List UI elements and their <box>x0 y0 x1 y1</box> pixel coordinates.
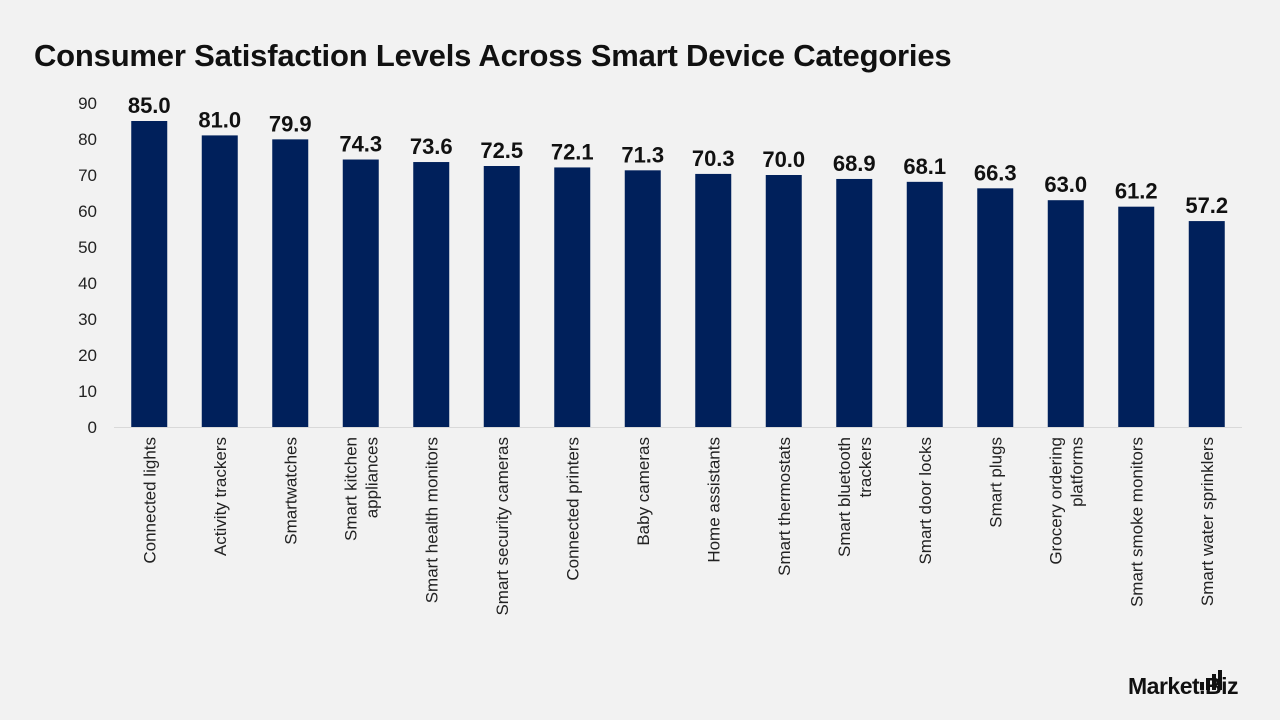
data-label: 68.1 <box>903 154 946 179</box>
x-tick-label-line: Smart smoke monitors <box>1127 437 1146 607</box>
y-tick-label: 60 <box>78 202 97 221</box>
data-label: 61.2 <box>1115 179 1158 204</box>
data-label: 79.9 <box>269 111 312 136</box>
x-tick-label: Connected printers <box>563 437 582 581</box>
y-tick-label: 50 <box>78 238 97 257</box>
x-tick-label-line: Smart bluetooth <box>835 437 854 557</box>
x-tick-label: Smart plugs <box>986 437 1005 528</box>
x-tick-label-line: Baby cameras <box>634 437 653 546</box>
x-tick-label: Baby cameras <box>634 437 653 546</box>
x-tick-label-line: Smart security cameras <box>493 437 512 616</box>
x-tick-label: Activity trackers <box>211 437 230 556</box>
bar <box>977 188 1014 427</box>
x-tick-label-line: Connected printers <box>563 437 582 581</box>
data-label: 57.2 <box>1185 193 1228 218</box>
bar <box>1188 221 1225 427</box>
data-label: 63.0 <box>1044 172 1087 197</box>
bar <box>201 135 238 427</box>
bar <box>695 173 732 427</box>
data-label: 73.6 <box>410 134 453 159</box>
y-tick-label: 70 <box>78 166 97 185</box>
x-tick-label: Smart health monitors <box>422 437 441 603</box>
bar <box>413 162 450 428</box>
bar <box>624 170 661 427</box>
data-label: 70.3 <box>692 146 735 171</box>
data-label: 72.1 <box>551 139 594 164</box>
data-label: 85.0 <box>128 93 171 118</box>
x-tick-label: Smart security cameras <box>493 437 512 616</box>
y-tick-label: 10 <box>78 382 97 401</box>
x-tick-label-line: appliances <box>362 437 381 518</box>
bar <box>906 181 943 427</box>
data-label: 81.0 <box>198 107 241 132</box>
x-tick-label-line: Smartwatches <box>281 437 300 545</box>
bar <box>1047 200 1084 427</box>
x-tick-label-line: Grocery ordering <box>1046 437 1065 565</box>
x-tick-label: Smart kitchen appliances <box>341 437 381 541</box>
brand-logo: Market.Biz <box>1128 668 1260 708</box>
x-tick-label-line: platforms <box>1067 437 1086 507</box>
x-tick-label: Smart water sprinklers <box>1198 437 1217 606</box>
bar <box>765 175 802 427</box>
bar <box>131 121 168 427</box>
x-tick-label-line: Smart water sprinklers <box>1198 437 1217 606</box>
x-tick-label-line: Smart kitchen <box>341 437 360 541</box>
bar <box>1118 206 1155 427</box>
x-tick-label: Smart door locks <box>916 437 935 565</box>
x-tick-label: Smart bluetooth trackers <box>835 437 875 557</box>
x-tick-label-line: Connected lights <box>140 437 159 564</box>
logo-bars-icon <box>1200 668 1234 690</box>
y-tick-label: 0 <box>88 418 97 437</box>
data-label: 70.0 <box>762 147 805 172</box>
data-label: 68.9 <box>833 151 876 176</box>
y-tick-label: 80 <box>78 130 97 149</box>
data-label: 66.3 <box>974 160 1017 185</box>
data-label: 72.5 <box>480 138 523 163</box>
x-tick-label-line: Home assistants <box>704 437 723 563</box>
x-tick-label: Smart thermostats <box>775 437 794 576</box>
y-tick-label: 20 <box>78 346 97 365</box>
y-tick-label: 30 <box>78 310 97 329</box>
x-tick-label: Home assistants <box>704 437 723 563</box>
bar <box>483 166 520 427</box>
x-tick-label: Smartwatches <box>281 437 300 545</box>
x-tick-label: Smart smoke monitors <box>1127 437 1146 607</box>
y-tick-label: 90 <box>78 94 97 113</box>
chart-title: Consumer Satisfaction Levels Across Smar… <box>34 38 952 73</box>
x-tick-label: Grocery ordering platforms <box>1046 437 1086 565</box>
x-tick-label-line: Smart door locks <box>916 437 935 565</box>
logo-text: Market.Biz <box>1128 673 1239 699</box>
x-tick-label-line: Smart plugs <box>986 437 1005 528</box>
x-tick-label-line: Smart thermostats <box>775 437 794 576</box>
bar <box>836 178 873 427</box>
x-tick-label-line: trackers <box>856 437 875 497</box>
bar <box>272 139 309 428</box>
y-tick-label: 40 <box>78 274 97 293</box>
x-tick-label: Connected lights <box>140 437 159 564</box>
bar <box>554 167 591 427</box>
x-tick-label-line: Activity trackers <box>211 437 230 556</box>
data-label: 74.3 <box>339 132 382 157</box>
bar <box>342 159 379 427</box>
x-tick-label-line: Smart health monitors <box>422 437 441 603</box>
data-label: 71.3 <box>621 142 664 167</box>
